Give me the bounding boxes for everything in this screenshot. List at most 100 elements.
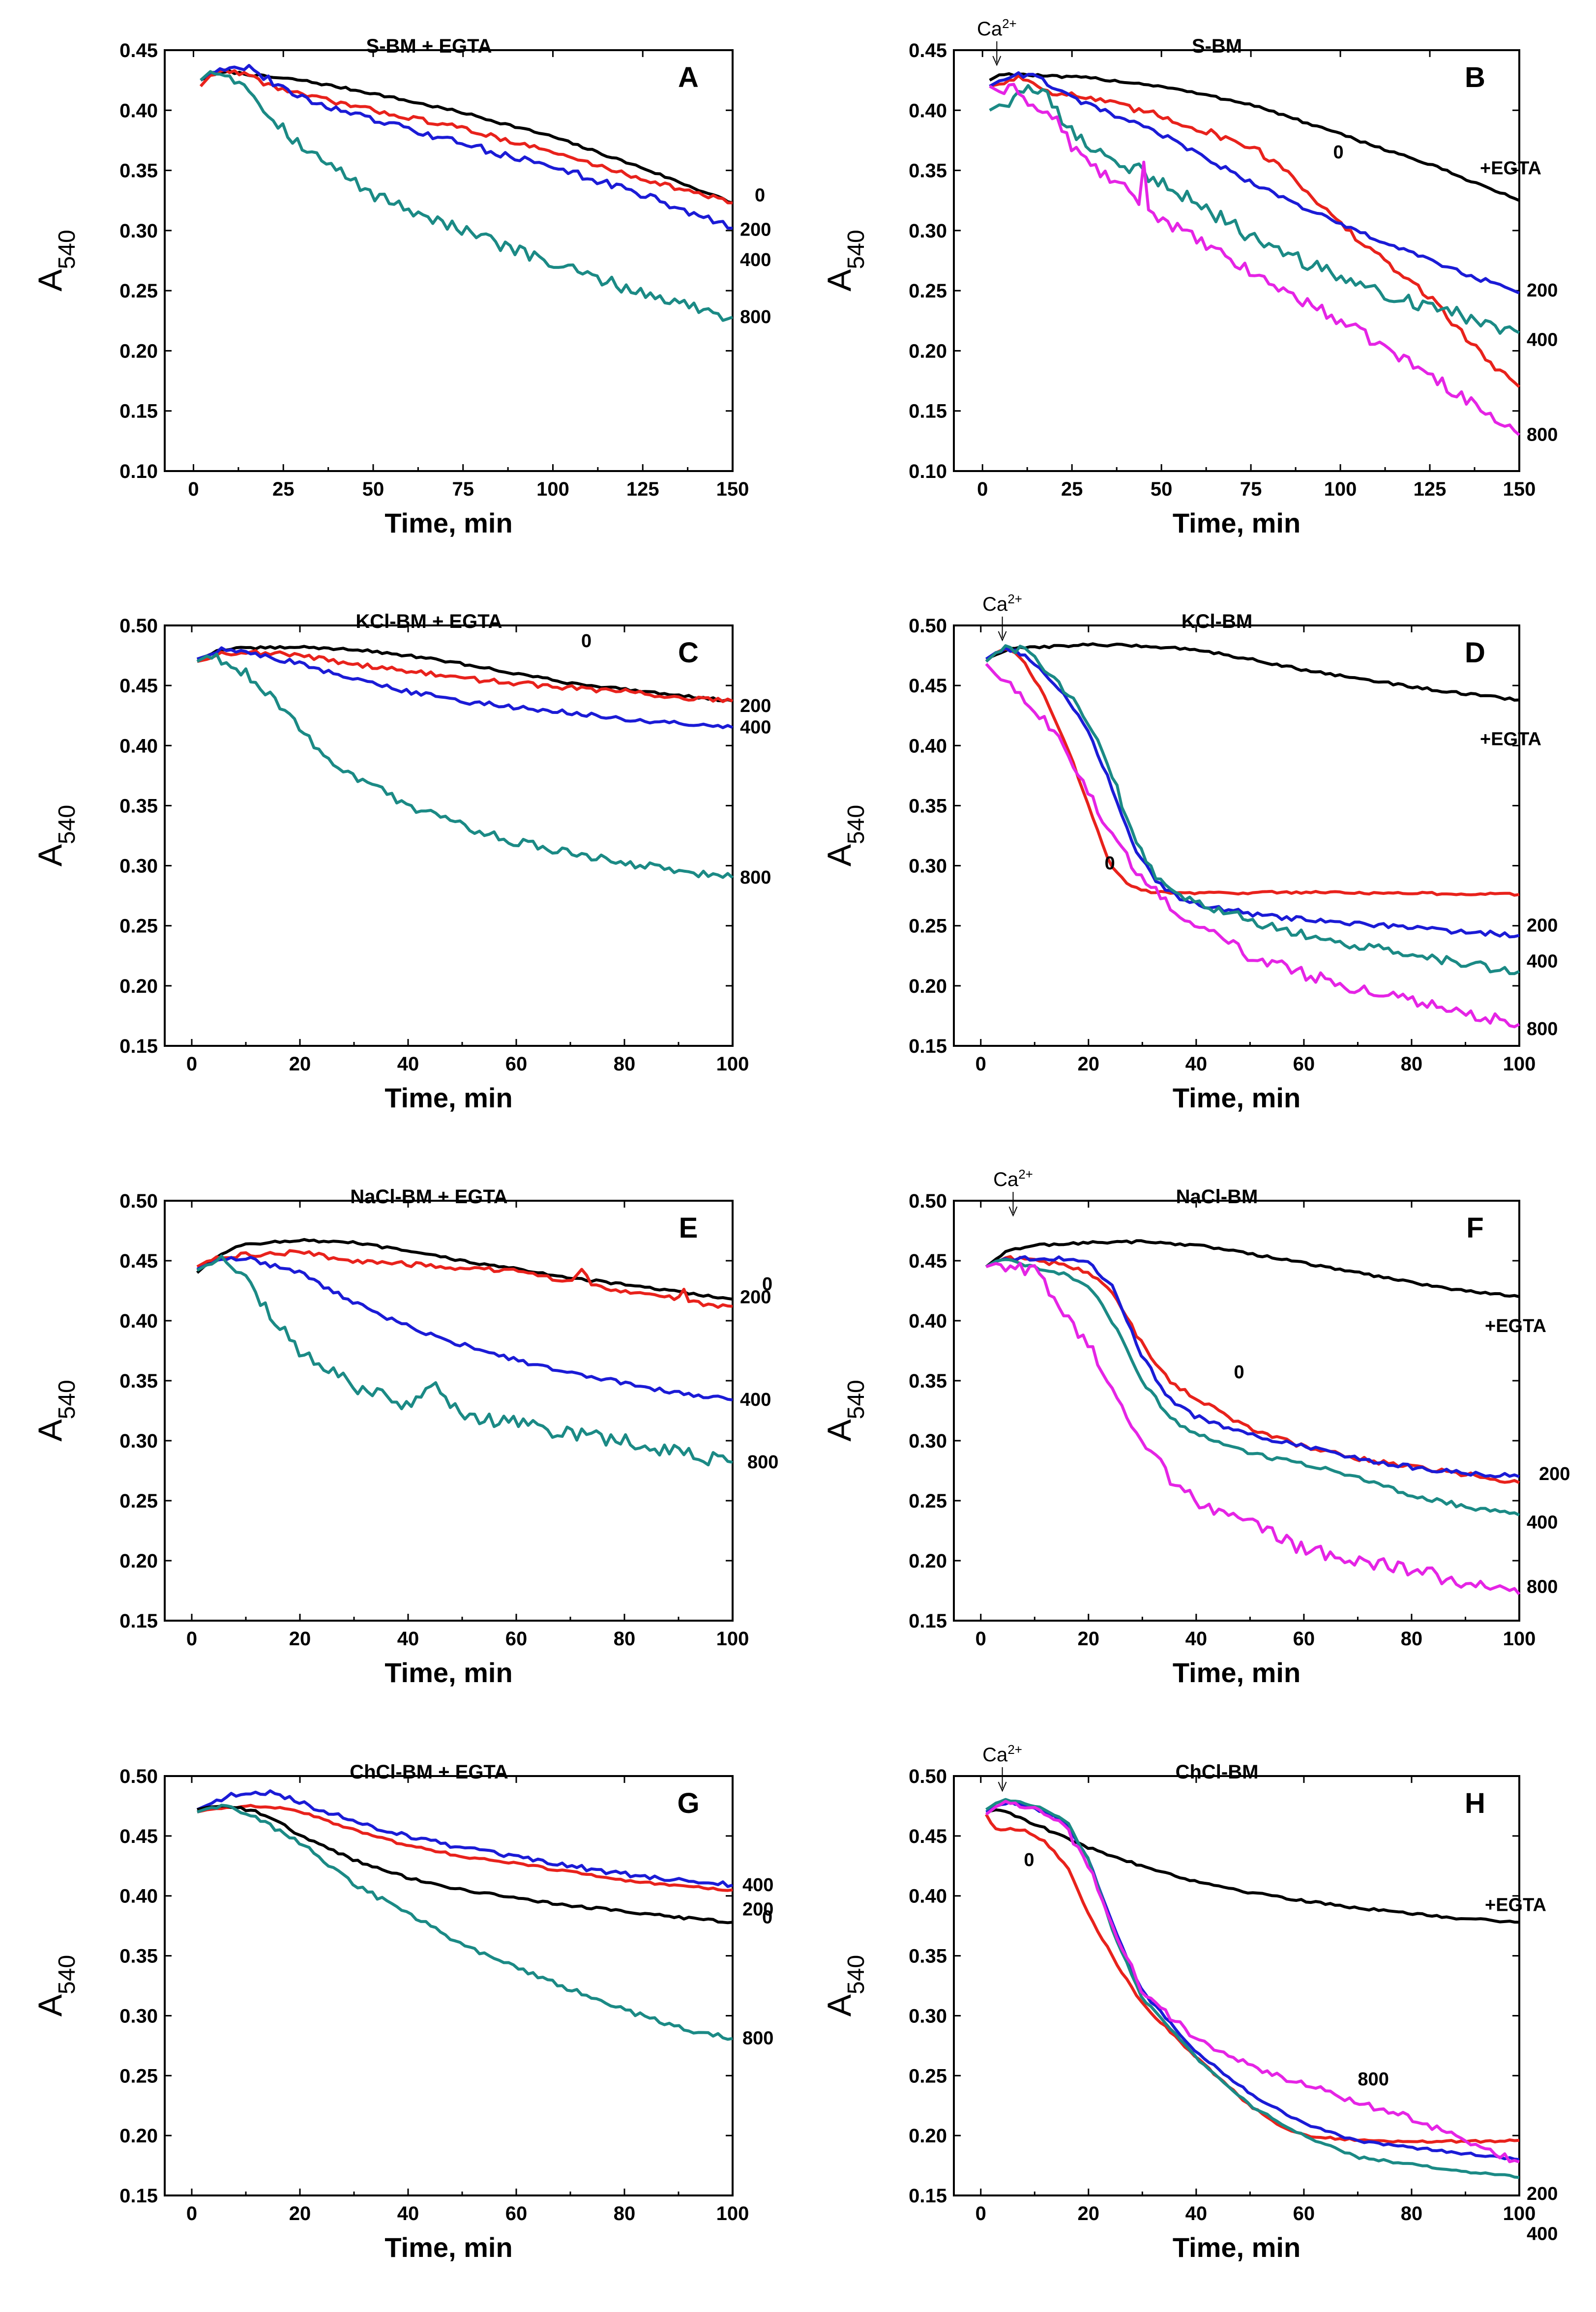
y-tick-label: 0.25 xyxy=(119,280,158,302)
x-axis-title: Time, min xyxy=(1173,2232,1300,2263)
y-tick-label: 0.35 xyxy=(909,160,947,182)
y-tick-label: 0.15 xyxy=(909,1610,947,1632)
y-tick-label: 0.45 xyxy=(119,40,158,61)
y-tick-label: 0.40 xyxy=(119,735,158,757)
x-tick-label: 0 xyxy=(977,478,988,500)
series-label: 200 xyxy=(740,696,771,716)
plot-frame xyxy=(953,1200,1520,1622)
x-tick-label: 0 xyxy=(186,1628,197,1650)
series-line-400 xyxy=(196,1789,733,1888)
series-line-0 xyxy=(200,69,733,205)
x-tick-label: 60 xyxy=(1293,1628,1315,1650)
series-label: 200 xyxy=(740,220,771,240)
x-tick-label: 20 xyxy=(289,1053,311,1075)
x-tick-label: 100 xyxy=(716,1053,749,1075)
y-axis-title: A540 xyxy=(821,1380,869,1441)
chart-panel-c: 0 20 40 60 80 100 0.15 0.20 0.25 0.30 0.35 0.40 0.45… xyxy=(31,611,771,1113)
y-axis-title-sub: 540 xyxy=(843,1955,869,1994)
y-tick-label: 0.45 xyxy=(909,1250,947,1272)
y-tick-label: 0.30 xyxy=(909,1430,947,1452)
ca-label-main: Ca xyxy=(977,18,1003,40)
series-label: 800 xyxy=(1527,425,1558,445)
plot-frame xyxy=(953,49,1520,472)
plot-frame xyxy=(164,1200,734,1622)
y-axis-title-main: A xyxy=(821,1419,858,1442)
y-tick-label: 0.15 xyxy=(909,2185,947,2207)
y-tick-label: 0.15 xyxy=(909,401,947,422)
series-line-+EGTA xyxy=(986,1808,1520,1924)
series-label: 800 xyxy=(740,307,771,327)
x-tick-label: 40 xyxy=(397,2203,419,2224)
y-tick-label: 0.25 xyxy=(909,1490,947,1512)
x-tick-label: 20 xyxy=(289,1628,311,1650)
series-line-400 xyxy=(200,64,733,230)
series-label: 400 xyxy=(740,717,771,738)
series-label: 400 xyxy=(1527,1512,1558,1533)
x-tick-label: 50 xyxy=(362,478,384,500)
y-tick-label: 0.15 xyxy=(119,1610,158,1632)
y-tick-label: 0.35 xyxy=(119,160,158,182)
series-label: 400 xyxy=(742,1875,773,1896)
series-line-+EGTA xyxy=(985,1239,1520,1299)
plot-frame xyxy=(164,49,734,472)
series-line-800 xyxy=(196,1254,733,1467)
series-label: 800 xyxy=(1527,1019,1558,1039)
y-axis-title-main: A xyxy=(31,1994,69,2016)
series-line-200 xyxy=(989,71,1520,295)
x-tick-label: 80 xyxy=(1401,1628,1423,1650)
y-tick-label: 0.25 xyxy=(909,916,947,937)
series-line-200 xyxy=(985,646,1520,939)
x-tick-label: 25 xyxy=(1061,478,1083,500)
y-tick-label: 0.45 xyxy=(909,675,947,697)
y-tick-label: 0.25 xyxy=(119,916,158,937)
plot-frame xyxy=(953,624,1520,1047)
y-tick-label: 0.45 xyxy=(119,1826,158,1847)
y-axis-title: A540 xyxy=(821,805,869,866)
panel-letter: D xyxy=(1465,637,1485,669)
y-axis-title-sub: 540 xyxy=(843,805,869,844)
series-label: 800 xyxy=(740,867,771,888)
y-tick-label: 0.30 xyxy=(119,1430,158,1452)
series-label: 800 xyxy=(747,1452,778,1473)
chart-panel-f: 0 20 40 60 80 100 0.15 0.20 0.25 0.30 0.35 0.40 0.45… xyxy=(821,1167,1570,1688)
y-tick-label: 0.15 xyxy=(119,2185,158,2207)
chart-title: S-BM + EGTA xyxy=(366,35,492,57)
y-tick-label: 0.40 xyxy=(909,1310,947,1332)
y-axis-title: A540 xyxy=(31,805,80,866)
x-tick-label: 80 xyxy=(614,2203,636,2224)
chart-title: KCl-BM + EGTA xyxy=(355,611,502,632)
x-tick-label: 0 xyxy=(975,1628,986,1650)
x-tick-label: 0 xyxy=(186,1053,197,1075)
y-tick-label: 0.20 xyxy=(119,340,158,362)
x-tick-label: 0 xyxy=(188,478,199,500)
ca-arrow-head xyxy=(998,631,1007,642)
series-label: 0 xyxy=(762,1274,772,1295)
y-tick-label: 0.30 xyxy=(909,856,947,877)
panel-letter: H xyxy=(1465,1787,1485,1819)
y-tick-label: 0.15 xyxy=(119,1036,158,1057)
series-line-400 xyxy=(196,1256,733,1401)
y-tick-label: 0.35 xyxy=(119,1370,158,1392)
y-tick-label: 0.40 xyxy=(909,1886,947,1907)
series-line-400 xyxy=(985,1798,1520,2179)
panel-letter: A xyxy=(678,61,699,93)
x-tick-label: 50 xyxy=(1151,478,1173,500)
y-tick-label: 0.20 xyxy=(909,1550,947,1572)
panel-letter: B xyxy=(1465,61,1485,93)
x-axis-title: Time, min xyxy=(384,1082,512,1113)
ca-arrow-head xyxy=(992,56,1002,66)
series-label: 800 xyxy=(1358,2069,1389,2090)
ca-label: Ca2+ xyxy=(993,1167,1033,1190)
x-axis-title: Time, min xyxy=(384,507,512,538)
series-label: +EGTA xyxy=(1480,158,1541,179)
series-label: 400 xyxy=(1527,330,1558,351)
chart-title: KCl-BM xyxy=(1182,611,1252,632)
plot-frame xyxy=(953,1775,1520,2196)
x-tick-label: 60 xyxy=(505,1053,528,1075)
y-tick-label: 0.20 xyxy=(119,976,158,997)
panel-letter: F xyxy=(1466,1212,1483,1244)
series-label: +EGTA xyxy=(1485,1316,1546,1336)
y-axis-title-main: A xyxy=(31,1419,69,1442)
y-axis-title-sub: 540 xyxy=(54,230,80,269)
y-tick-label: 0.10 xyxy=(909,461,947,482)
